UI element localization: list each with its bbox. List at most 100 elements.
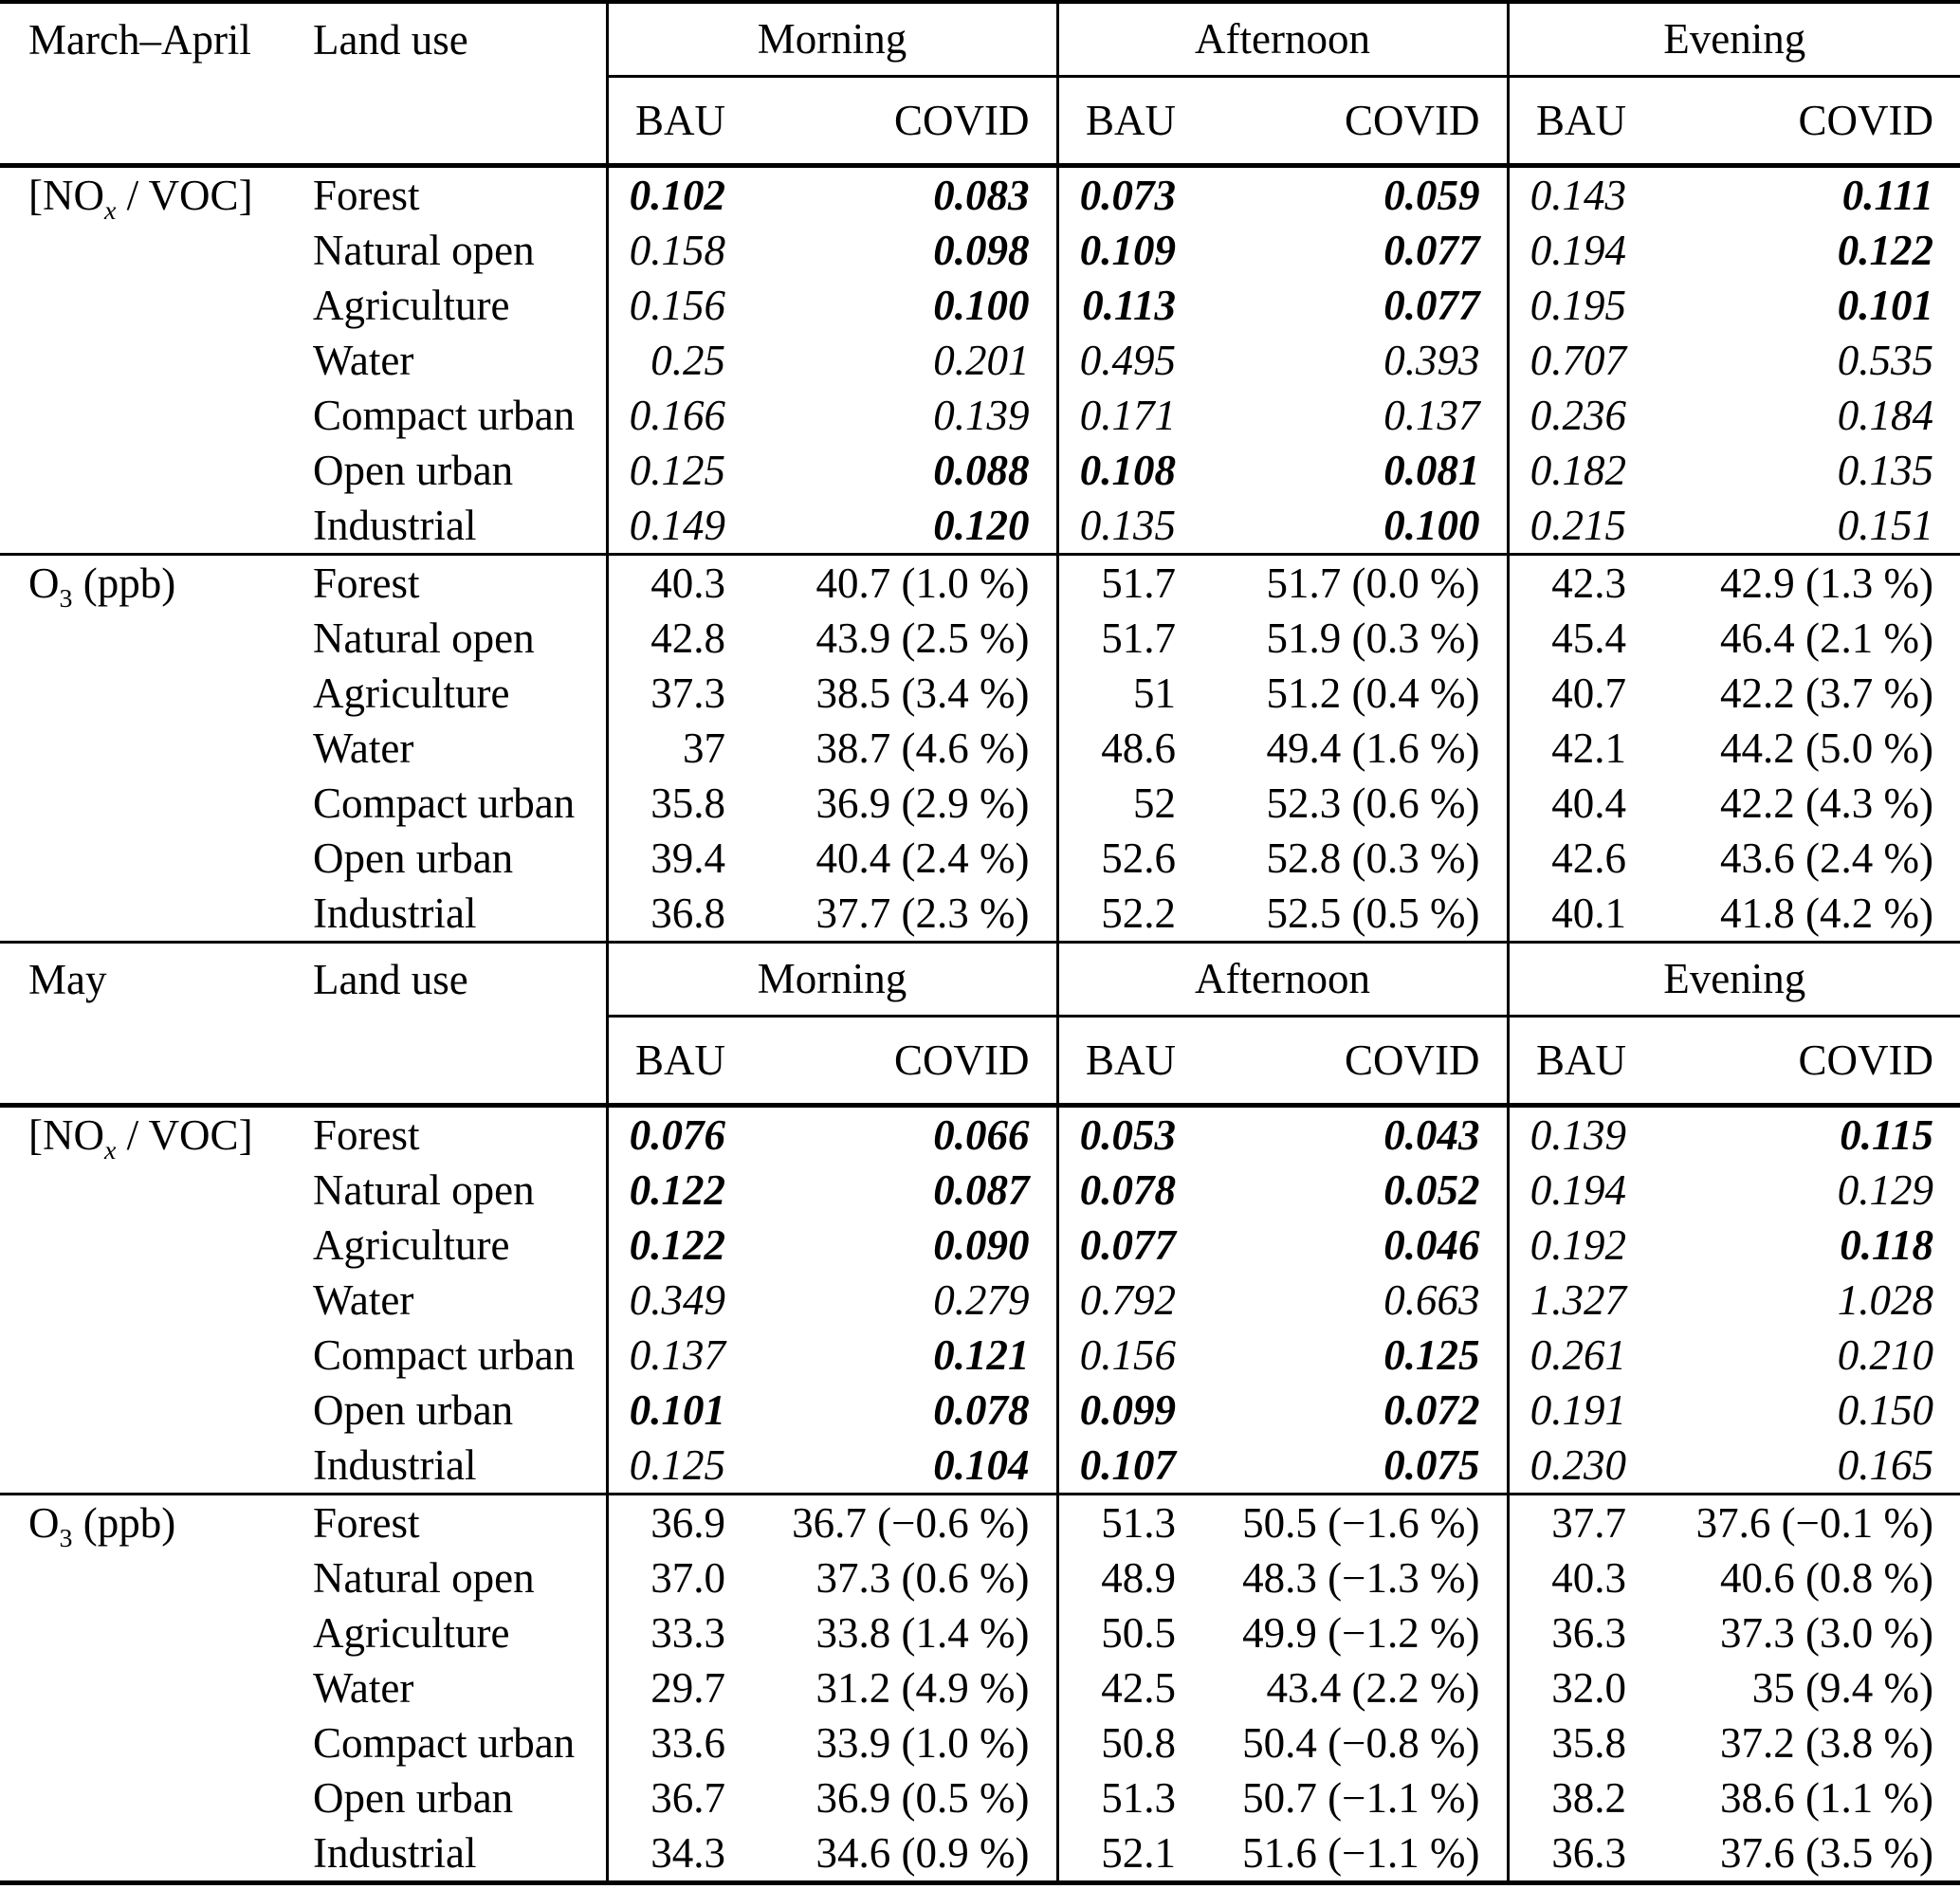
value-cell-covid: 0.115 bbox=[1840, 1110, 1934, 1159]
value-cell-covid: 0.046 bbox=[1383, 1220, 1480, 1269]
value-cell-covid: 40.4 (2.4 %) bbox=[815, 834, 1030, 882]
value-cell-covid: 42.2 (4.3 %) bbox=[1720, 779, 1934, 827]
table-row: Agriculture 33.3 33.8 (1.4 %) 50.5 49.9 (−1.… bbox=[0, 1605, 1960, 1660]
table-row: O3 (ppb) Forest 36.9 36.7 (−0.6 %) 51.3 50.5 … bbox=[0, 1494, 1960, 1551]
land-use-cell: Natural open bbox=[313, 1553, 535, 1602]
value-cell-bau: 52.6 bbox=[1055, 830, 1200, 886]
value-cell-covid: 0.201 bbox=[933, 336, 1030, 384]
value-cell-covid: 0.129 bbox=[1837, 1165, 1934, 1214]
value-cell-bau: 0.107 bbox=[1055, 1437, 1200, 1494]
land-use-header: Land use bbox=[313, 955, 468, 1003]
scenario-header-covid: COVID bbox=[894, 1036, 1030, 1084]
land-use-cell: Water bbox=[313, 1275, 414, 1324]
period-header: Evening bbox=[1506, 942, 1960, 1018]
metric-label: [NOx / VOC] bbox=[0, 1105, 289, 1494]
value-cell-covid: 0.100 bbox=[1383, 501, 1480, 549]
land-use-cell: Agriculture bbox=[313, 1608, 510, 1657]
value-cell-bau: 0.078 bbox=[1055, 1162, 1200, 1218]
value-cell-covid: 52.8 (0.3 %) bbox=[1266, 834, 1480, 882]
value-cell-covid: 0.088 bbox=[933, 446, 1030, 494]
value-cell-covid: 38.6 (1.1 %) bbox=[1720, 1773, 1934, 1822]
value-cell-bau: 0.122 bbox=[605, 1162, 749, 1218]
value-cell-covid: 52.5 (0.5 %) bbox=[1266, 889, 1480, 937]
period-header: Morning bbox=[605, 942, 1057, 1018]
value-cell-covid: 0.150 bbox=[1837, 1385, 1934, 1434]
value-cell-bau: 0.156 bbox=[1055, 1327, 1200, 1383]
table-row: Open urban 0.101 0.078 0.099 0.072 0.191 0.150 bbox=[0, 1382, 1960, 1438]
value-cell-bau: 0.166 bbox=[605, 387, 749, 443]
value-cell-bau: 0.135 bbox=[1055, 497, 1200, 554]
value-cell-covid: 0.077 bbox=[1383, 281, 1480, 329]
table-row: Open urban 0.125 0.088 0.108 0.081 0.182 0.135 bbox=[0, 442, 1960, 498]
value-cell-bau: 38.2 bbox=[1506, 1770, 1651, 1825]
table-row: [NOx / VOC] Forest 0.076 0.066 0.053 0.043 0.1… bbox=[0, 1105, 1960, 1164]
value-cell-bau: 40.3 bbox=[605, 554, 749, 611]
value-cell-bau: 0.102 bbox=[605, 165, 749, 223]
table-row: Open urban 36.7 36.9 (0.5 %) 51.3 50.7 (−1.1… bbox=[0, 1770, 1960, 1825]
metric-label: O3 (ppb) bbox=[0, 554, 289, 942]
value-cell-bau: 42.3 bbox=[1506, 554, 1651, 611]
land-use-cell: Water bbox=[313, 724, 414, 772]
table-row: Natural open 37.0 37.3 (0.6 %) 48.9 48.3 (−1… bbox=[0, 1550, 1960, 1605]
value-cell-bau: 42.8 bbox=[605, 610, 749, 666]
period-header: Afternoon bbox=[1055, 942, 1509, 1018]
value-cell-covid: 52.3 (0.6 %) bbox=[1266, 779, 1480, 827]
value-cell-bau: 0.194 bbox=[1506, 1162, 1651, 1218]
scenario-header-covid: COVID bbox=[894, 96, 1030, 144]
value-cell-covid: 0.125 bbox=[1383, 1330, 1480, 1379]
value-cell-bau: 52 bbox=[1055, 775, 1200, 831]
value-cell-bau: 0.122 bbox=[605, 1217, 749, 1273]
scenario-header-covid: COVID bbox=[1798, 1036, 1934, 1084]
value-cell-bau: 0.707 bbox=[1506, 332, 1651, 388]
metric-block: [NOx / VOC] Forest 0.076 0.066 0.053 0.043 0.1… bbox=[0, 1105, 1960, 1494]
value-cell-covid: 37.6 (3.5 %) bbox=[1720, 1828, 1934, 1877]
value-cell-bau: 0.261 bbox=[1506, 1327, 1651, 1383]
section-header: March–April Land use Morning Afternoon Eveni… bbox=[0, 2, 1960, 165]
value-cell-covid: 50.5 (−1.6 %) bbox=[1242, 1498, 1480, 1547]
land-use-cell: Natural open bbox=[313, 226, 535, 274]
value-cell-bau: 40.1 bbox=[1506, 885, 1651, 942]
value-cell-covid: 0.090 bbox=[933, 1220, 1030, 1269]
value-cell-bau: 50.5 bbox=[1055, 1605, 1200, 1660]
value-cell-bau: 36.3 bbox=[1506, 1605, 1651, 1660]
land-use-cell: Open urban bbox=[313, 834, 514, 882]
land-use-cell: Water bbox=[313, 336, 414, 384]
header-row-periods: May Land use Morning Afternoon Evening bbox=[0, 942, 1960, 1018]
value-cell-covid: 0.663 bbox=[1383, 1275, 1480, 1324]
value-cell-bau: 0.125 bbox=[605, 1437, 749, 1494]
value-cell-covid: 0.104 bbox=[933, 1440, 1030, 1489]
table-row: Open urban 39.4 40.4 (2.4 %) 52.6 52.8 (0.3 … bbox=[0, 830, 1960, 886]
value-cell-bau: 36.7 bbox=[605, 1770, 749, 1825]
header-row-scenarios: BAU COVID BAU COVID BAU COVID bbox=[0, 76, 1960, 165]
table-row: O3 (ppb) Forest 40.3 40.7 (1.0 %) 51.7 51.7 (… bbox=[0, 554, 1960, 612]
scenario-header-covid: COVID bbox=[1345, 1036, 1480, 1084]
value-cell-covid: 0.118 bbox=[1840, 1220, 1934, 1269]
value-cell-bau: 33.6 bbox=[605, 1715, 749, 1770]
scenario-header-covid: COVID bbox=[1345, 96, 1480, 144]
metric-post: / VOC] bbox=[116, 1110, 253, 1159]
value-cell-covid: 0.098 bbox=[933, 226, 1030, 274]
value-cell-covid: 51.9 (0.3 %) bbox=[1266, 614, 1480, 662]
value-cell-covid: 0.075 bbox=[1383, 1440, 1480, 1489]
metric-subscript: 3 bbox=[59, 583, 73, 614]
header-row-scenarios: BAU COVID BAU COVID BAU COVID bbox=[0, 1016, 1960, 1105]
value-cell-covid: 37.7 (2.3 %) bbox=[815, 889, 1030, 937]
period-header: Morning bbox=[605, 2, 1057, 78]
value-cell-bau: 0.792 bbox=[1055, 1272, 1200, 1328]
value-cell-bau: 0.495 bbox=[1055, 332, 1200, 388]
value-cell-bau: 0.171 bbox=[1055, 387, 1200, 443]
value-cell-covid: 31.2 (4.9 %) bbox=[815, 1663, 1030, 1712]
value-cell-covid: 42.9 (1.3 %) bbox=[1720, 559, 1934, 607]
value-cell-covid: 42.2 (3.7 %) bbox=[1720, 669, 1934, 717]
land-use-cell: Compact urban bbox=[313, 391, 576, 439]
value-cell-covid: 0.121 bbox=[933, 1330, 1030, 1379]
value-cell-covid: 37.3 (3.0 %) bbox=[1720, 1608, 1934, 1657]
value-cell-covid: 0.135 bbox=[1837, 446, 1934, 494]
value-cell-covid: 1.028 bbox=[1837, 1275, 1934, 1324]
value-cell-covid: 37.6 (−0.1 %) bbox=[1695, 1498, 1934, 1547]
header-spacer bbox=[289, 76, 607, 165]
value-cell-bau: 51.3 bbox=[1055, 1770, 1200, 1825]
metric-block: O3 (ppb) Forest 36.9 36.7 (−0.6 %) 51.3 50.5 … bbox=[0, 1494, 1960, 1882]
scenario-header-bau: BAU bbox=[1506, 76, 1651, 165]
